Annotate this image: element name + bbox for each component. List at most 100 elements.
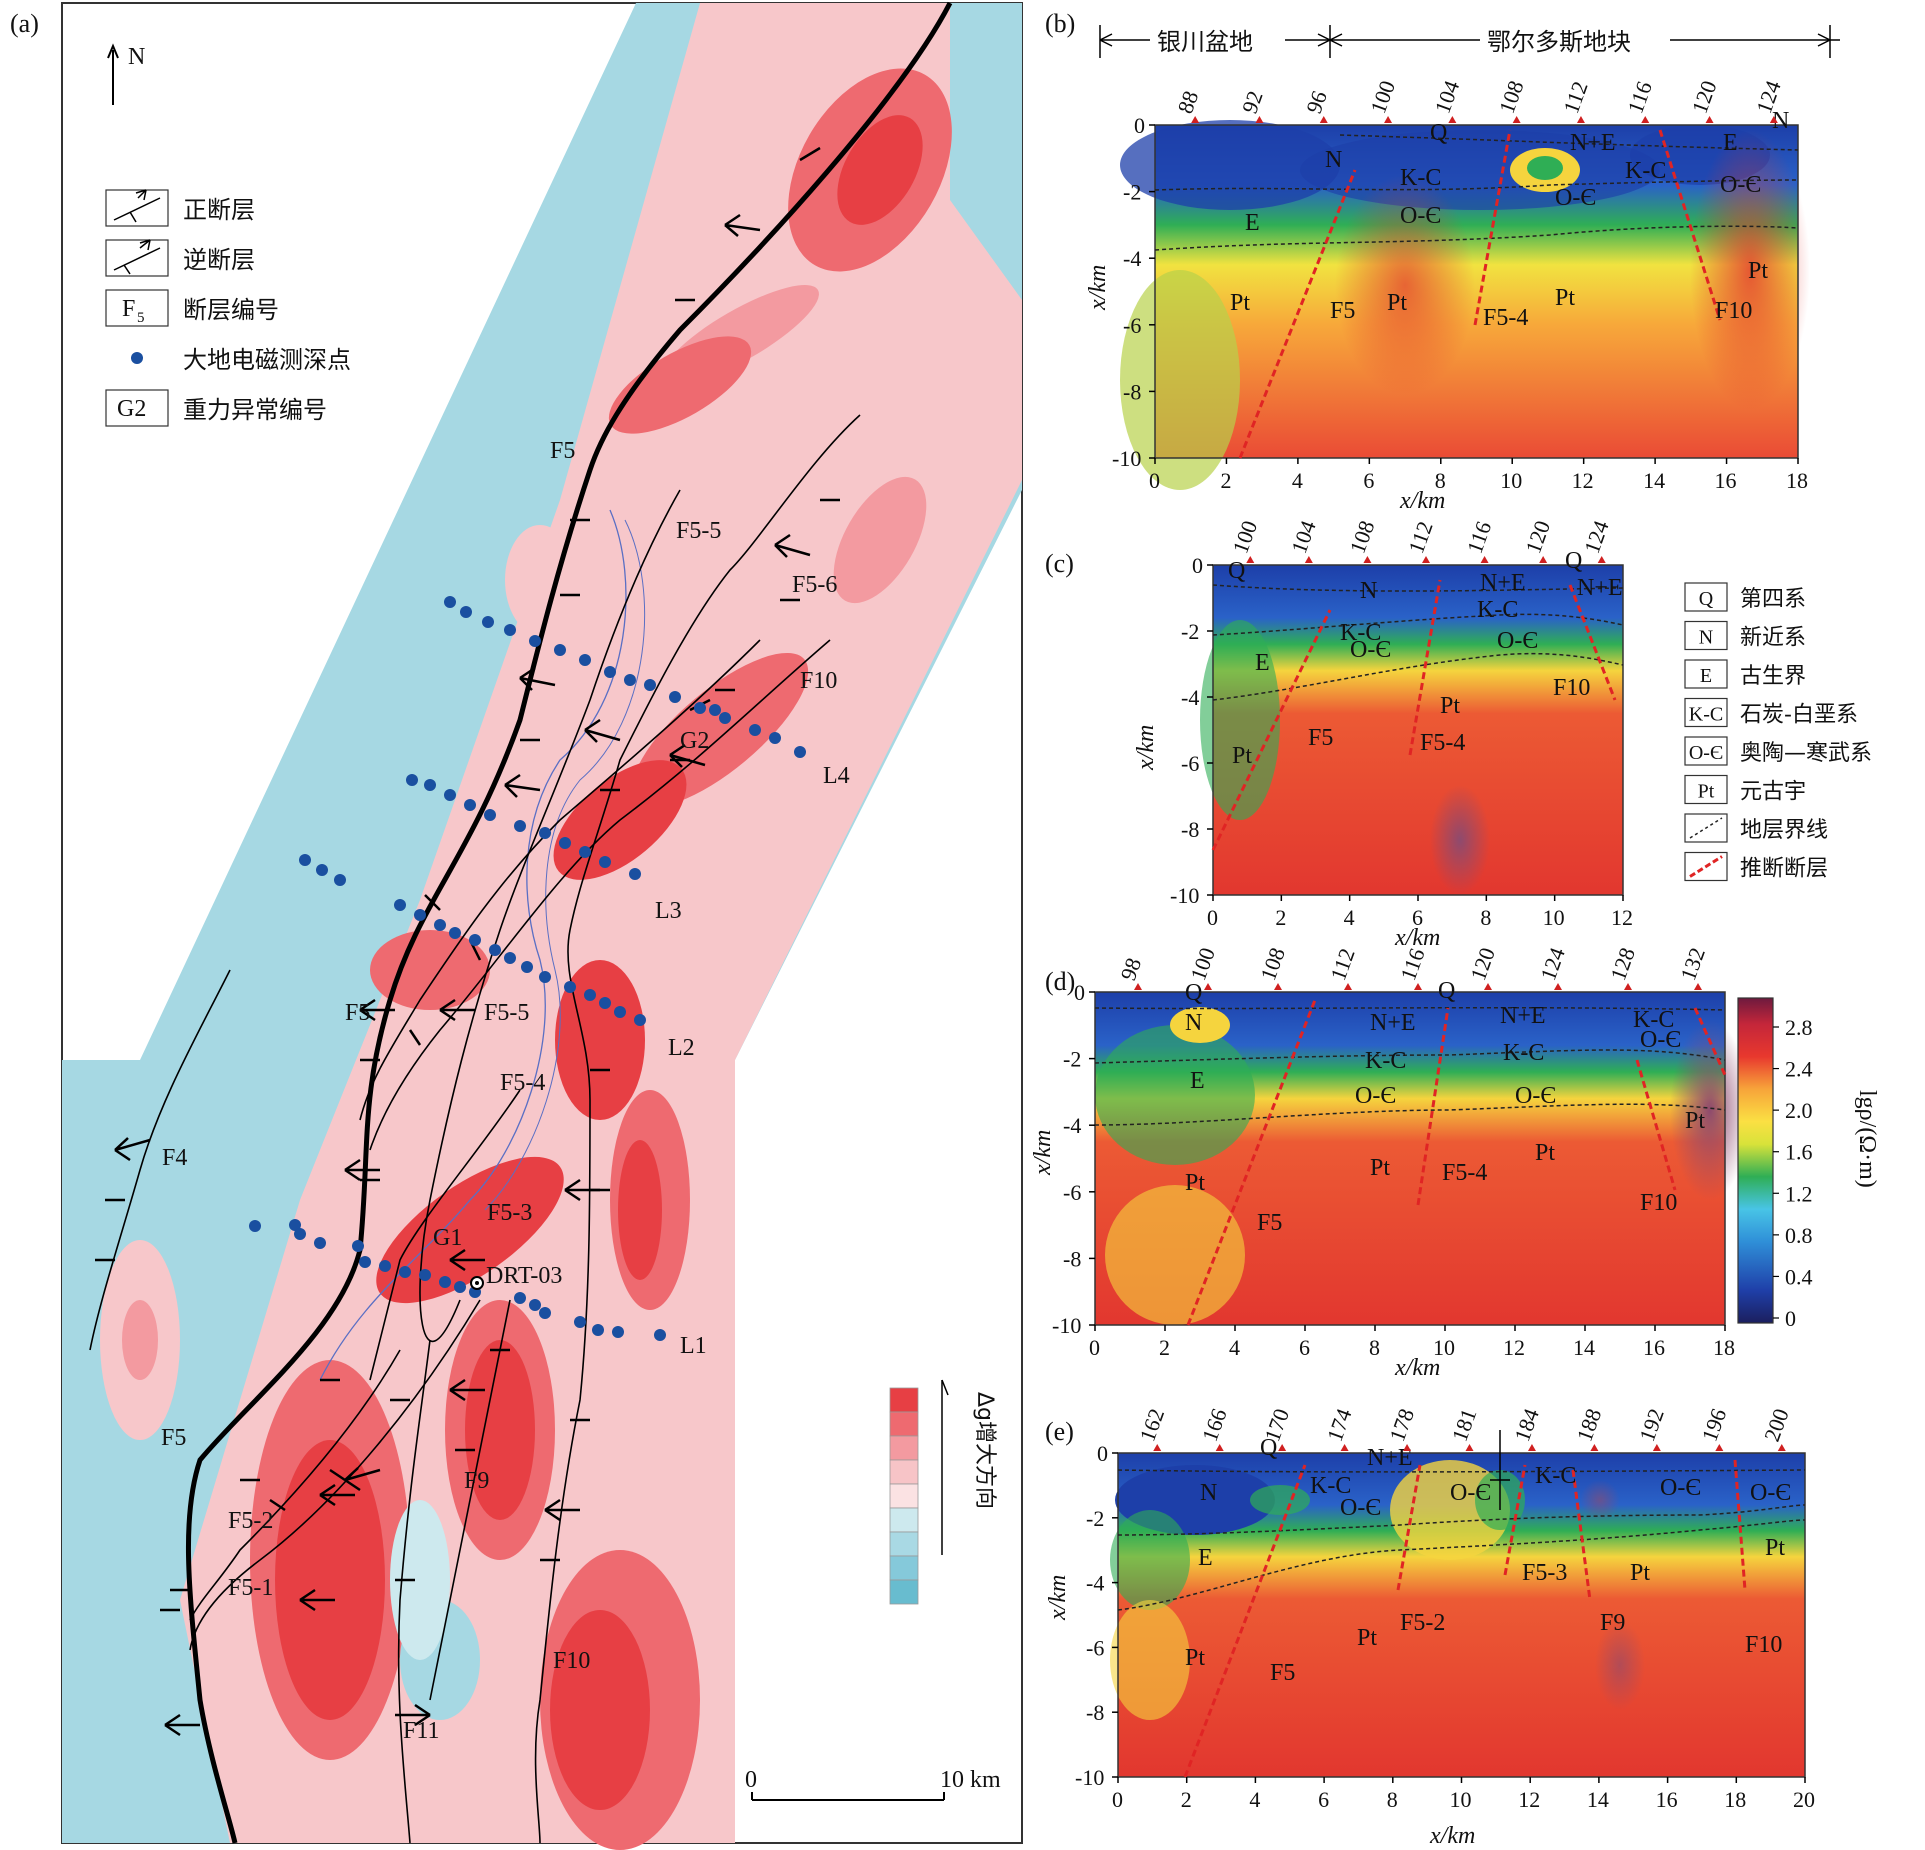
x-tick-label: 12 bbox=[1503, 1335, 1525, 1360]
north-label: N bbox=[128, 44, 145, 70]
svg-text:E: E bbox=[1245, 210, 1260, 236]
fault-ticks bbox=[95, 146, 840, 1612]
svg-text:K-C: K-C bbox=[1365, 1048, 1406, 1074]
x-tick-label: 2 bbox=[1275, 905, 1286, 930]
fault-label: F5-5 bbox=[484, 1000, 529, 1026]
svg-text:Q: Q bbox=[1438, 978, 1455, 1004]
station-marker bbox=[1512, 116, 1521, 123]
panel-a: (a) bbox=[10, 1, 1023, 1850]
svg-text:Q: Q bbox=[1185, 980, 1202, 1006]
x-tick-label: 6 bbox=[1412, 905, 1423, 930]
strat-legend: Q 第四系 N 新近系 E 古生界 K-C 石炭-白垩系 O-Є 奥陶—寒武系 Pt 元古宇地层界线推… bbox=[1684, 582, 1872, 882]
svg-text:E: E bbox=[1190, 1068, 1205, 1094]
station-label: 162 bbox=[1134, 1405, 1169, 1445]
colorbar-tick: 2.4 bbox=[1785, 1057, 1813, 1082]
svg-text:K-C: K-C bbox=[1310, 1473, 1351, 1499]
mt-site-icon bbox=[131, 352, 143, 364]
svg-text:Pt: Pt bbox=[1535, 1140, 1555, 1166]
main-fault-f5 bbox=[185, 1, 953, 1844]
x-tick-label: 6 bbox=[1318, 1787, 1329, 1812]
strat-legend-text: 第四系 bbox=[1740, 587, 1806, 612]
x-tick-label: 12 bbox=[1572, 468, 1594, 493]
x-tick-label: 2 bbox=[1220, 468, 1231, 493]
fault-g2 bbox=[359, 639, 761, 1121]
scale-bar: 0 10 km bbox=[745, 1767, 1001, 1801]
station-label: 88 bbox=[1172, 87, 1203, 116]
station-marker bbox=[1597, 556, 1606, 563]
station-label: 120 bbox=[1520, 517, 1555, 557]
fault-label: F9 bbox=[464, 1468, 489, 1494]
strat-sym: K-C bbox=[1689, 704, 1723, 726]
colorbar-swatch bbox=[889, 1555, 919, 1581]
svg-text:Pt: Pt bbox=[1765, 1535, 1785, 1561]
station-marker bbox=[1204, 983, 1212, 990]
station-label: 92 bbox=[1237, 87, 1268, 116]
x-tick-label: 14 bbox=[1573, 1335, 1595, 1360]
colorbar-swatch bbox=[889, 1507, 919, 1533]
gravity-colorbar bbox=[889, 1387, 919, 1605]
x-tick-label: 8 bbox=[1435, 468, 1446, 493]
strat-sym: O-Є bbox=[1689, 742, 1723, 764]
svg-text:O-Є: O-Є bbox=[1640, 1027, 1681, 1053]
svg-text:N+E: N+E bbox=[1480, 570, 1526, 596]
y-tick-label: -8 bbox=[1181, 817, 1199, 842]
colorbar-tick: 0 bbox=[1785, 1306, 1796, 1331]
svg-text:N+E: N+E bbox=[1500, 1003, 1546, 1029]
station-label: 170 bbox=[1259, 1405, 1294, 1445]
profile-label: L2 bbox=[668, 1035, 695, 1061]
legend-mt: 大地电磁测深点 bbox=[183, 346, 351, 374]
fault-label: F4 bbox=[162, 1145, 187, 1171]
strat-legend-box bbox=[1684, 736, 1728, 766]
station-label: 174 bbox=[1322, 1405, 1357, 1445]
station-label: 196 bbox=[1697, 1405, 1732, 1445]
x-tick-label: 2 bbox=[1181, 1787, 1192, 1812]
mt-sites bbox=[249, 596, 806, 1341]
x-tick-label: 14 bbox=[1643, 468, 1665, 493]
region-yinchuan: 银川盆地 bbox=[1157, 28, 1253, 56]
x-tick-label: 18 bbox=[1724, 1787, 1746, 1812]
panel-e: (e) Q N+E N K-C O-Є O-Є K-C O-Є O-Є bbox=[1045, 1405, 1815, 1849]
station-marker bbox=[1414, 983, 1422, 990]
station-marker bbox=[1278, 1444, 1287, 1451]
strat-legend-text: 石炭-白垩系 bbox=[1740, 703, 1858, 728]
well-label: DRT-03 bbox=[486, 1263, 562, 1289]
y-tick-label: 0 bbox=[1074, 980, 1085, 1005]
station-marker bbox=[1705, 116, 1714, 123]
motion-arrows bbox=[114, 213, 811, 1737]
station-marker bbox=[1715, 1444, 1724, 1451]
svg-text:O-Є: O-Є bbox=[1450, 1480, 1491, 1506]
station-label: 112 bbox=[1325, 945, 1360, 984]
colorbar-swatch bbox=[889, 1531, 919, 1557]
svg-text:K-C: K-C bbox=[1400, 165, 1441, 191]
svg-text:N: N bbox=[1772, 108, 1789, 134]
svg-text:F9: F9 bbox=[1600, 1610, 1625, 1636]
y-tick-label: -6 bbox=[1181, 751, 1199, 776]
colorbar-tick: 1.2 bbox=[1785, 1181, 1813, 1206]
station-marker bbox=[1191, 116, 1200, 123]
fault-label: F5-1 bbox=[228, 1575, 273, 1601]
svg-text:K-C: K-C bbox=[1535, 1463, 1576, 1489]
svg-text:O-Є: O-Є bbox=[1555, 185, 1596, 211]
panel-b: (b) 银川盆地 鄂尔多斯地块 Q N+E N bbox=[1045, 9, 1840, 514]
y-tick-label: -8 bbox=[1063, 1246, 1081, 1271]
station-label: 116 bbox=[1622, 78, 1657, 117]
y-tick-label: -10 bbox=[1075, 1765, 1104, 1790]
svg-text:N+E: N+E bbox=[1370, 1010, 1416, 1036]
y-tick-label: -4 bbox=[1123, 246, 1141, 271]
station-marker bbox=[1652, 1444, 1661, 1451]
svg-text:F10: F10 bbox=[1640, 1190, 1677, 1216]
anomaly-label: G1 bbox=[433, 1225, 462, 1251]
svg-text:F5: F5 bbox=[1257, 1210, 1282, 1236]
strat-legend-text: 新近系 bbox=[1740, 626, 1806, 651]
svg-text:N+E: N+E bbox=[1577, 575, 1623, 601]
svg-text:F10: F10 bbox=[1745, 1632, 1782, 1658]
y-tick-label: -6 bbox=[1086, 1635, 1104, 1660]
x-tick-label: 18 bbox=[1786, 468, 1808, 493]
region-ordos: 鄂尔多斯地块 bbox=[1487, 28, 1631, 56]
panel-c-label: (c) bbox=[1045, 549, 1074, 578]
svg-text:Q: Q bbox=[1228, 558, 1245, 584]
station-label: 108 bbox=[1494, 77, 1529, 117]
station-marker bbox=[1465, 1444, 1474, 1451]
svg-text:E: E bbox=[1723, 130, 1738, 156]
station-marker bbox=[1363, 556, 1372, 563]
